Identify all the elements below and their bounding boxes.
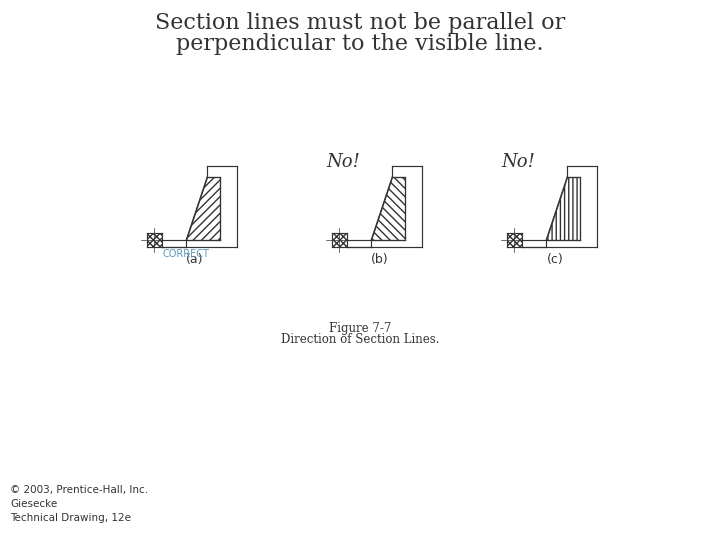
Text: No!: No! bbox=[502, 153, 536, 171]
Text: (b): (b) bbox=[372, 253, 389, 266]
Polygon shape bbox=[372, 177, 405, 240]
Polygon shape bbox=[147, 233, 161, 247]
Polygon shape bbox=[186, 177, 220, 240]
Polygon shape bbox=[332, 233, 346, 247]
Text: perpendicular to the visible line.: perpendicular to the visible line. bbox=[176, 33, 544, 55]
Text: No!: No! bbox=[327, 153, 361, 171]
Polygon shape bbox=[546, 177, 580, 240]
Polygon shape bbox=[507, 233, 521, 247]
Text: Figure 7-7: Figure 7-7 bbox=[329, 322, 391, 335]
Text: © 2003, Prentice-Hall, Inc.
Giesecke
Technical Drawing, 12e: © 2003, Prentice-Hall, Inc. Giesecke Tec… bbox=[10, 485, 148, 523]
Text: (c): (c) bbox=[546, 253, 563, 266]
Text: Section lines must not be parallel or: Section lines must not be parallel or bbox=[155, 12, 565, 34]
Text: (a): (a) bbox=[186, 253, 204, 266]
Text: CORRECT: CORRECT bbox=[163, 249, 210, 259]
Text: Direction of Section Lines.: Direction of Section Lines. bbox=[281, 333, 439, 346]
